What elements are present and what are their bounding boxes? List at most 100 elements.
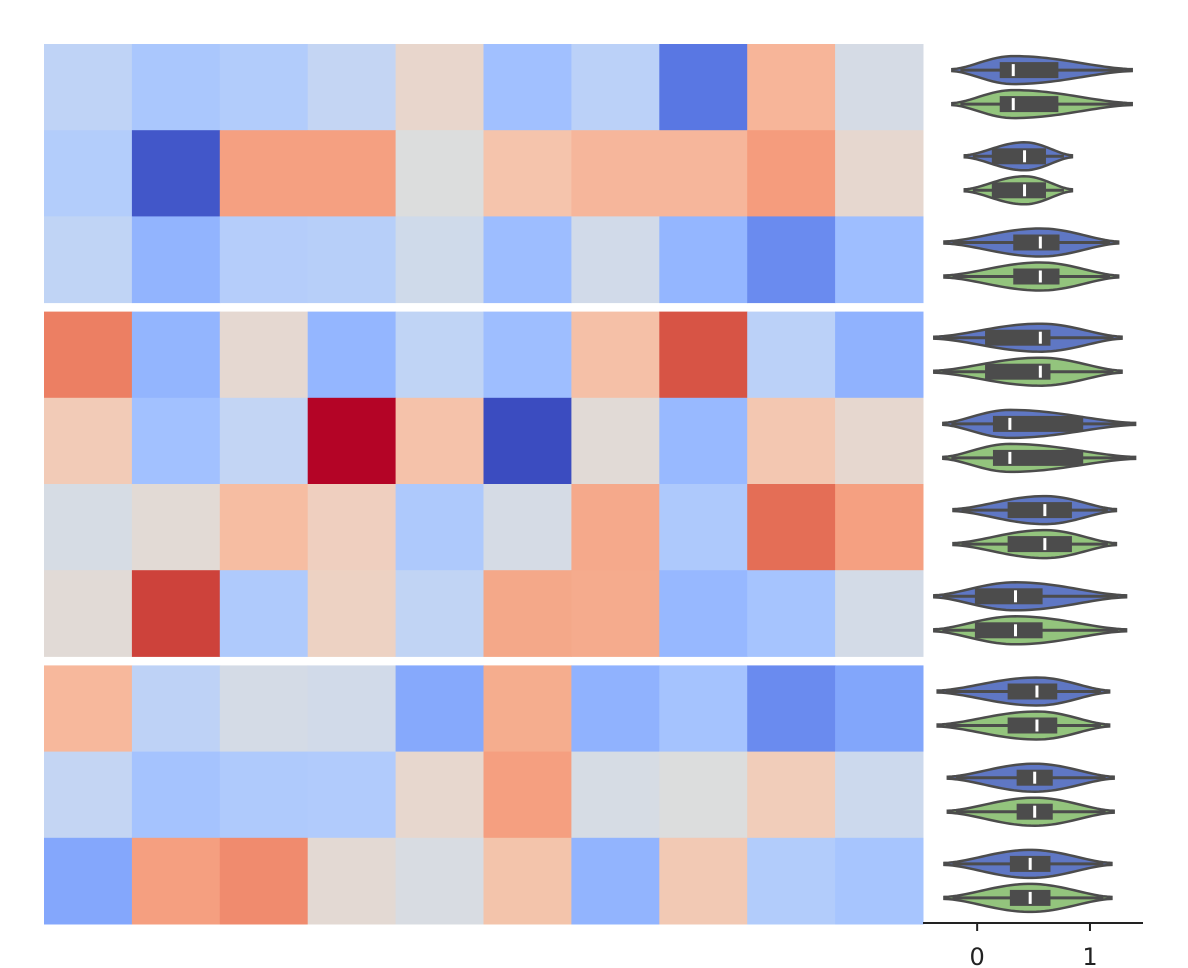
- heatmap-cell: [395, 484, 484, 571]
- heatmap-cell: [219, 570, 309, 657]
- heatmap-cell: [747, 837, 836, 925]
- heatmap-cell: [835, 216, 924, 304]
- violin-box: [1013, 234, 1060, 251]
- heatmap-cell: [483, 44, 572, 131]
- heatmap-cell: [747, 216, 836, 304]
- heatmap-cell: [483, 311, 572, 399]
- heatmap-cell: [131, 44, 221, 131]
- heatmap-cell: [747, 484, 836, 571]
- heatmap-cell: [835, 837, 924, 925]
- violin-box: [999, 96, 1059, 113]
- violin-box: [1007, 502, 1072, 519]
- heatmap-cell: [44, 216, 133, 304]
- violin-box: [1013, 268, 1060, 285]
- heatmap-cell: [659, 837, 748, 925]
- heatmap-cell: [44, 570, 133, 657]
- heatmap-cell: [219, 130, 309, 217]
- heatmap-cell: [659, 130, 748, 217]
- violin-box: [974, 622, 1043, 639]
- heatmap-cell: [44, 397, 133, 485]
- heatmap-cell: [571, 570, 660, 657]
- heatmap-cell: [307, 311, 397, 399]
- heatmap-cell: [571, 397, 660, 485]
- heatmap-cell: [483, 570, 572, 657]
- heatmap-cell: [219, 311, 309, 399]
- heatmap-cell: [131, 837, 221, 925]
- heatmap-cell: [44, 751, 133, 839]
- heatmap-cell: [747, 665, 836, 753]
- heatmap-cell: [219, 216, 309, 304]
- heatmap-cell: [747, 311, 836, 399]
- heatmap-cell: [395, 751, 484, 839]
- violin-box: [1007, 683, 1058, 700]
- violin-box: [974, 588, 1043, 605]
- heatmap-cell: [483, 751, 572, 839]
- violin-box: [1007, 536, 1072, 553]
- heatmap-cell: [571, 130, 660, 217]
- heatmap-cell: [219, 837, 309, 925]
- heatmap-cell: [395, 311, 484, 399]
- heatmap-cell: [659, 397, 748, 485]
- heatmap-cell: [131, 484, 221, 571]
- heatmap-cell: [659, 751, 748, 839]
- heatmap-cell: [659, 311, 748, 399]
- heatmap-cell: [747, 751, 836, 839]
- heatmap-cell: [131, 311, 221, 399]
- heatmap-cell: [835, 570, 924, 657]
- heatmap-cell: [131, 397, 221, 485]
- violin-box: [985, 363, 1051, 380]
- heatmap-cell: [395, 130, 484, 217]
- violin-box: [1007, 717, 1058, 734]
- heatmap-cell: [395, 837, 484, 925]
- x-tick-label: 0: [970, 943, 985, 968]
- heatmap-cell: [131, 665, 221, 753]
- heatmap-cell: [835, 665, 924, 753]
- heatmap-cell: [395, 216, 484, 304]
- heatmap-cell: [835, 130, 924, 217]
- heatmap-cell: [219, 751, 309, 839]
- heatmap-cell: [571, 216, 660, 304]
- heatmap-cell: [835, 311, 924, 399]
- heatmap-cell: [44, 665, 133, 753]
- heatmap-cell: [131, 130, 221, 217]
- heatmap-cell: [483, 837, 572, 925]
- heatmap-cell: [307, 484, 397, 571]
- heatmap-cell: [395, 44, 484, 131]
- heatmap-cell: [483, 216, 572, 304]
- heatmap-cell: [659, 570, 748, 657]
- heatmap-cell: [219, 484, 309, 571]
- heatmap-cell: [483, 130, 572, 217]
- heatmap-cell: [835, 44, 924, 131]
- heatmap-cell: [307, 665, 397, 753]
- heatmap-cell: [44, 484, 133, 571]
- heatmap-cell: [835, 397, 924, 485]
- heatmap-cell: [835, 751, 924, 839]
- heatmap-cell: [483, 484, 572, 571]
- heatmap-cell: [659, 44, 748, 131]
- heatmap-cell: [131, 216, 221, 304]
- heatmap-cell: [571, 44, 660, 131]
- heatmap-cell: [307, 44, 397, 131]
- heatmap-cell: [395, 665, 484, 753]
- heatmap-cell: [483, 665, 572, 753]
- x-tick-label: 1: [1082, 943, 1097, 968]
- heatmap-cell: [747, 570, 836, 657]
- heatmap-cell: [747, 130, 836, 217]
- heatmap-cell: [571, 665, 660, 753]
- heatmap-cell: [131, 570, 221, 657]
- heatmap-cell: [659, 665, 748, 753]
- heatmap-cell: [747, 397, 836, 485]
- heatmap-cell: [44, 44, 133, 131]
- heatmap-cell: [307, 216, 397, 304]
- heatmap-cell: [44, 311, 133, 399]
- heatmap-cell: [395, 397, 484, 485]
- violin-box: [992, 415, 1084, 432]
- heatmap-cell: [307, 130, 397, 217]
- violin-box: [991, 148, 1046, 165]
- heatmap-cell: [571, 311, 660, 399]
- heatmap-cell: [219, 44, 309, 131]
- heatmap-cell: [307, 837, 397, 925]
- heatmap-cell: [307, 570, 397, 657]
- heatmap-cell: [219, 665, 309, 753]
